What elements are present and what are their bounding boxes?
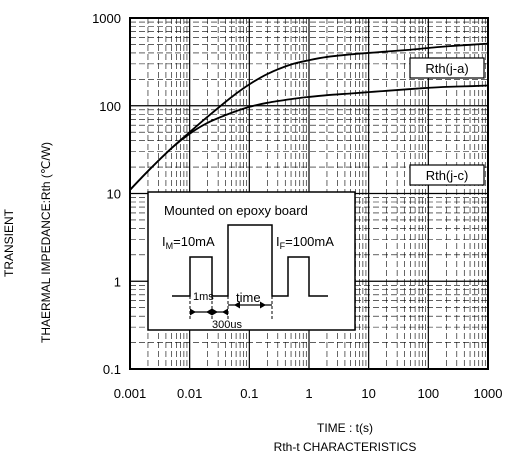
- y-tick-label: 1: [114, 274, 121, 289]
- arrow-head: [206, 308, 212, 316]
- series-labels: Rth(j-a) Rth(j-c): [409, 57, 485, 186]
- x-tick-label: 100: [417, 386, 439, 401]
- arrow-head: [234, 301, 240, 309]
- label-box: [409, 57, 485, 79]
- y-tick-label: 0.1: [103, 362, 121, 377]
- arrow-head: [260, 301, 266, 309]
- x-tick-label: 0.1: [240, 386, 258, 401]
- inset-label-300us: 300us: [212, 319, 242, 331]
- series-line-rth-jc: [129, 84, 489, 191]
- label-box: [409, 164, 485, 186]
- x-tick-label: 10: [361, 386, 375, 401]
- x-tick-labels: 0.001 0.01 0.1 1 10 100 1000: [114, 386, 503, 401]
- curves: [129, 42, 489, 191]
- series-label-text: Rth(j-a): [425, 61, 468, 76]
- y-axis-label-line1: TRANSIENT: [2, 209, 16, 278]
- y-tick-label: 1000: [92, 11, 121, 26]
- x-tick-label: 1: [305, 386, 312, 401]
- arrow-head: [212, 308, 218, 316]
- y-tick-labels: 0.1 1 10 100 1000: [92, 11, 121, 377]
- x-tick-label: 0.001: [114, 386, 147, 401]
- inset-title: Mounted on epoxy board: [164, 203, 308, 218]
- arrow-head: [222, 308, 228, 316]
- y-tick-label: 10: [107, 187, 121, 202]
- arrow-head: [190, 308, 196, 316]
- inset-frame: [147, 191, 356, 331]
- inset-label-1ms: 1ms: [193, 291, 214, 303]
- x-axis-label: TIME : t(s): [317, 421, 373, 435]
- y-axis-label-line2: THAERMAL IMPEDANCE:Rth (℃/W): [39, 141, 53, 343]
- series-label-text: Rth(j-c): [426, 168, 469, 183]
- pulse-waveform: [172, 224, 328, 297]
- label-rth-ja: Rth(j-a): [409, 57, 485, 79]
- chart-caption: Rth-t CHARACTERISTICS: [273, 440, 417, 454]
- x-tick-label: 0.01: [177, 386, 202, 401]
- series-line-rth-ja: [129, 42, 489, 191]
- inset-diagram: Mounted on epoxy board IM=10mA IF=100mA 1ms…: [147, 191, 356, 331]
- plot-frame: [129, 17, 489, 370]
- label-rth-jc: Rth(j-c): [409, 164, 485, 186]
- inset-label-if: IF=100mA: [276, 234, 334, 251]
- x-tick-label: 1000: [474, 386, 503, 401]
- inset-label-time: time: [236, 290, 261, 305]
- inset-label-im: IM=10mA: [162, 234, 215, 251]
- y-tick-label: 100: [99, 99, 121, 114]
